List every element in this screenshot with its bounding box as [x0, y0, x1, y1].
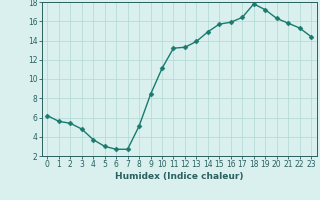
X-axis label: Humidex (Indice chaleur): Humidex (Indice chaleur) — [115, 172, 244, 181]
